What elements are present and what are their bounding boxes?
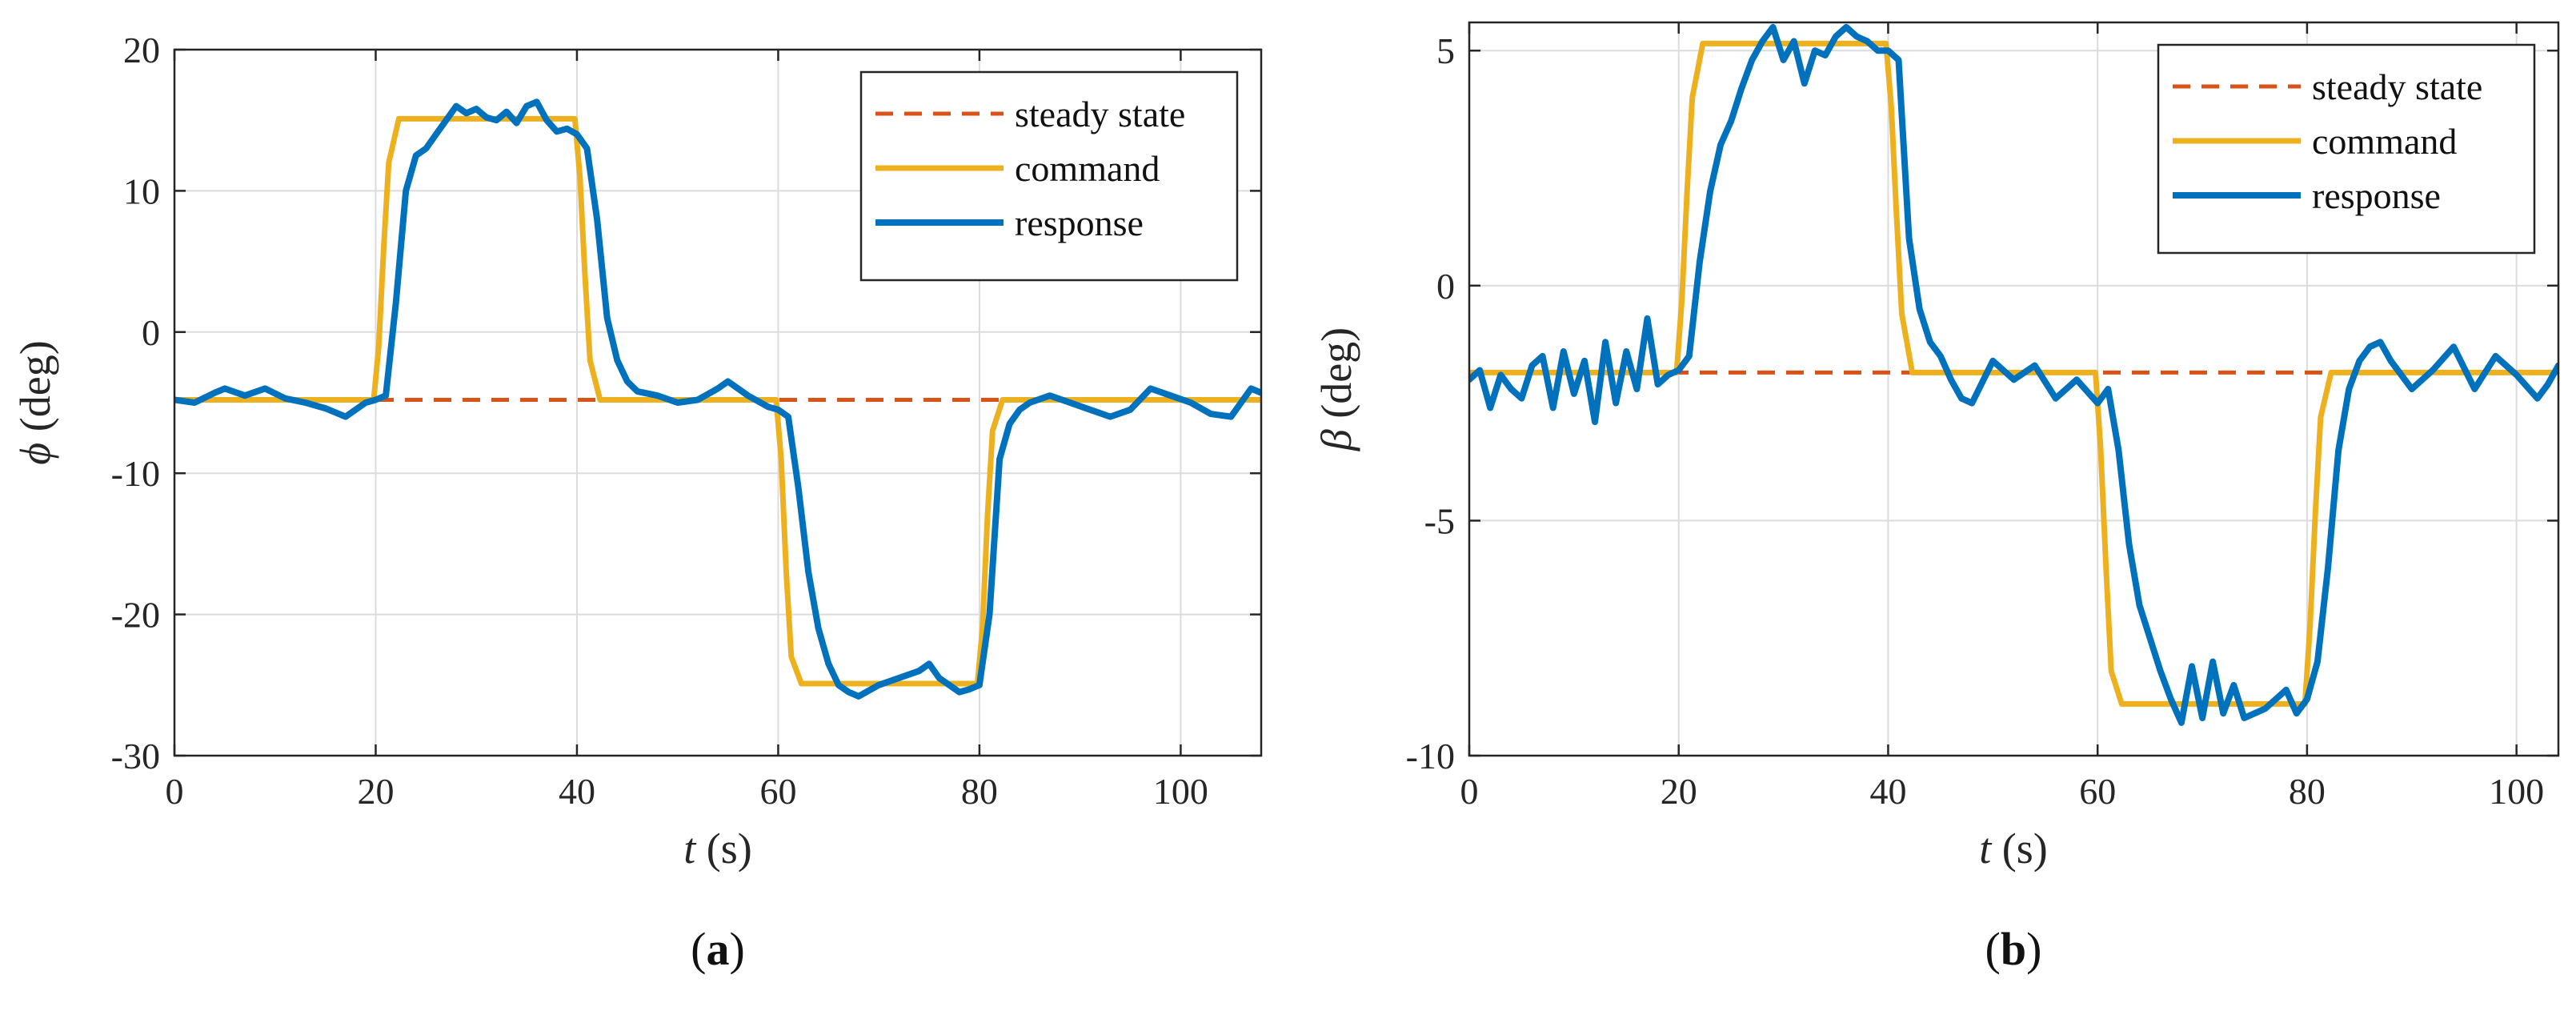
x-axis-label-var: t bbox=[683, 824, 697, 873]
x-tick-label: 60 bbox=[759, 771, 796, 812]
y-tick-label: 0 bbox=[142, 312, 160, 353]
legend-entry-command: command bbox=[1015, 148, 1160, 189]
y-axis-label-unit: (deg) bbox=[11, 340, 59, 442]
panel-label-open: ( bbox=[1985, 923, 2001, 975]
y-tick-label: 0 bbox=[1436, 266, 1455, 307]
series-line-response bbox=[174, 98, 1261, 700]
y-tick-label: -5 bbox=[1424, 500, 1455, 541]
y-axis-label-var: β bbox=[1312, 429, 1360, 451]
x-axis-label-unit: (s) bbox=[695, 824, 751, 873]
y-tick-label: -20 bbox=[111, 595, 160, 636]
x-axis-label: t (s) bbox=[683, 824, 752, 873]
legend-entry-response: response bbox=[2312, 175, 2441, 216]
y-axis-label-var: ϕ bbox=[11, 443, 59, 465]
x-tick-label: 80 bbox=[961, 771, 998, 812]
y-tick-label: 20 bbox=[123, 30, 160, 70]
series-line-response bbox=[1469, 23, 2558, 726]
x-tick-label: 0 bbox=[166, 771, 184, 812]
y-axis-label-unit: (deg) bbox=[1312, 327, 1360, 429]
y-tick-label: 10 bbox=[123, 171, 160, 211]
x-tick-label: 20 bbox=[357, 771, 394, 812]
x-tick-label: 100 bbox=[2489, 771, 2544, 812]
legend-entry-steady-state: steady state bbox=[2312, 66, 2482, 107]
panel-label-letter: a bbox=[707, 923, 730, 975]
panel-label-letter: b bbox=[2001, 923, 2026, 975]
y-tick-label: 5 bbox=[1436, 30, 1455, 71]
legend-box bbox=[2157, 43, 2536, 255]
panel-label-close: ) bbox=[730, 923, 745, 975]
y-tick-label: -10 bbox=[1406, 736, 1455, 776]
panel-label: (b) bbox=[1985, 923, 2042, 975]
y-axis-label: ϕ (deg) bbox=[11, 340, 59, 464]
x-tick-label: 40 bbox=[1869, 771, 1906, 812]
x-tick-label: 0 bbox=[1460, 771, 1479, 812]
panel-label-open: ( bbox=[691, 923, 706, 975]
legend-entry-command: command bbox=[2312, 121, 2457, 162]
chart-panel-b: 0 20 40 60 80 100 -10 -5 0 5 t (s) β (deg) steady st… bbox=[1312, 21, 2560, 975]
legend: steady state command response bbox=[2157, 43, 2536, 255]
x-tick-label: 20 bbox=[1661, 771, 1697, 812]
x-tick-label: 60 bbox=[2079, 771, 2116, 812]
x-axis-label-var: t bbox=[1979, 824, 1993, 873]
y-tick-label: -30 bbox=[111, 736, 160, 776]
series-group bbox=[174, 98, 1261, 700]
axes-box bbox=[173, 48, 1263, 757]
x-axis-label: t (s) bbox=[1979, 824, 2048, 873]
y-axis-label: β (deg) bbox=[1312, 327, 1360, 451]
panel-label: (a) bbox=[691, 923, 745, 975]
axes-box bbox=[1468, 21, 2560, 757]
legend-entry-steady-state: steady state bbox=[1015, 94, 1185, 134]
x-tick-label: 100 bbox=[1153, 771, 1208, 812]
panel-label-close: ) bbox=[2026, 923, 2041, 975]
chart-panel-a: 0 20 40 60 80 100 -30 -20 -10 0 10 20 t (s) ϕ (deg) st… bbox=[11, 30, 1263, 975]
legend: steady state command response bbox=[859, 70, 1239, 282]
x-tick-label: 40 bbox=[559, 771, 595, 812]
x-axis-label-unit: (s) bbox=[1991, 824, 2047, 873]
x-tick-label: 80 bbox=[2289, 771, 2326, 812]
legend-entry-response: response bbox=[1015, 203, 1144, 243]
legend-box bbox=[859, 70, 1239, 282]
y-tick-label: -10 bbox=[111, 453, 160, 494]
series-group bbox=[1469, 23, 2558, 726]
